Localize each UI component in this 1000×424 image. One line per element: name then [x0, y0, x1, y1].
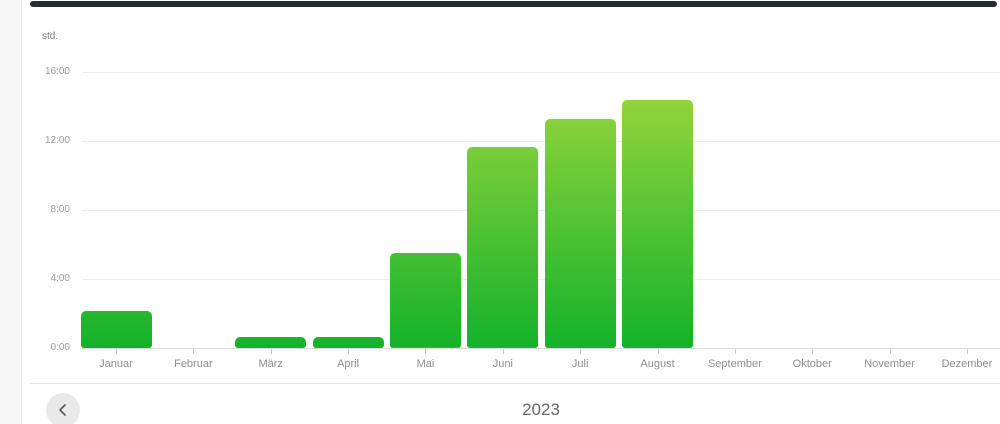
month-label-juli: Juli: [571, 358, 589, 370]
x-axis-tick-juli: [580, 349, 582, 354]
x-axis-tick-august: [657, 349, 659, 354]
left-sidebar-strip: [0, 0, 22, 424]
x-axis-tick-mai: [425, 349, 427, 354]
x-axis-tick-dezember: [966, 349, 968, 354]
y-axis-label-4:00: 4:00: [50, 273, 70, 284]
x-axis-tick-juni: [502, 349, 504, 354]
x-axis-tick-januar: [116, 349, 117, 354]
bar-juli[interactable]: [544, 118, 616, 348]
bar-märz[interactable]: [235, 336, 307, 348]
gridline-0:00: [82, 348, 1000, 349]
y-axis-label-8:00: 8:00: [50, 204, 70, 215]
month-label-september: September: [707, 358, 762, 370]
bar-juni[interactable]: [467, 147, 539, 348]
y-axis-label-16:00: 16:00: [44, 66, 70, 77]
x-axis-tick-märz: [270, 349, 272, 354]
month-label-november: November: [864, 358, 915, 370]
previous-year-button[interactable]: [46, 393, 80, 424]
year-label: 2023: [522, 400, 560, 419]
top-dark-bar: [30, 1, 997, 7]
y-axis-label-12:00: 12:00: [44, 135, 70, 146]
gridline-8:00: [82, 210, 1000, 211]
y-axis-unit-label: std.: [42, 31, 59, 42]
x-axis-tick-april: [348, 349, 350, 354]
y-axis-label-0:00: 0:00: [50, 342, 70, 353]
month-label-märz: März: [258, 358, 283, 370]
gridline-16:00: [82, 72, 1000, 73]
bar-januar[interactable]: [80, 310, 152, 348]
month-label-dezember: Dezember: [941, 358, 993, 370]
gridline-4:00: [82, 279, 1000, 280]
month-label-april: April: [337, 358, 360, 370]
bar-august[interactable]: [622, 99, 694, 348]
month-label-august: August: [640, 358, 675, 370]
bar-april[interactable]: [312, 336, 384, 348]
x-axis-tick-september: [734, 349, 736, 354]
month-label-oktober: Oktober: [792, 358, 832, 370]
month-label-januar: Januar: [99, 358, 133, 370]
x-axis-tick-februar: [193, 349, 195, 354]
x-axis-tick-november: [889, 349, 891, 354]
x-axis-tick-oktober: [812, 349, 814, 354]
footer-divider: [30, 383, 1000, 384]
chevron-left-icon: [59, 404, 66, 416]
month-label-juni: Juni: [492, 358, 513, 370]
month-label-mai: Mai: [416, 358, 435, 370]
bar-mai[interactable]: [389, 253, 461, 348]
month-label-februar: Februar: [174, 358, 213, 370]
gridline-12:00: [82, 141, 1000, 142]
